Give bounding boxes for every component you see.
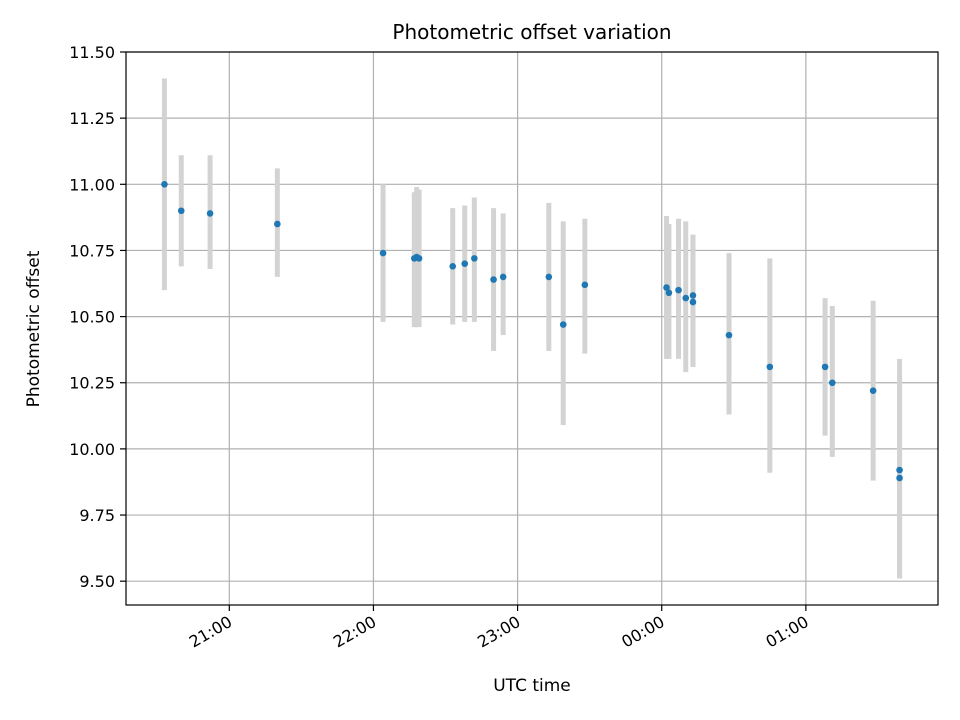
- data-point: [725, 331, 733, 339]
- data-point: [869, 387, 877, 394]
- data-point: [379, 249, 387, 257]
- data-point: [461, 260, 469, 267]
- y-tick-label: 9.75: [79, 506, 115, 525]
- y-axis-ticks: 9.50 9.75 10.00 10.25 10.50 10.75 11.00 11.25 11…: [69, 43, 126, 591]
- data-point: [161, 180, 168, 188]
- data-points: [161, 180, 903, 482]
- data-point: [415, 255, 423, 262]
- data-point: [689, 298, 697, 306]
- data-point: [490, 276, 497, 283]
- data-point: [896, 474, 903, 482]
- data-point: [682, 294, 690, 302]
- data-point: [177, 207, 185, 215]
- data-point: [449, 263, 457, 270]
- data-point: [689, 292, 697, 299]
- data-point: [663, 284, 670, 291]
- y-tick-label: 10.75: [69, 241, 115, 260]
- data-point: [581, 281, 589, 289]
- y-tick-label: 11.00: [69, 175, 115, 194]
- data-point: [828, 379, 836, 387]
- plot-frame: [125, 51, 939, 606]
- data-point: [665, 289, 673, 297]
- y-axis-label: Photometric offset: [24, 250, 44, 407]
- y-tick-label: 10.25: [69, 374, 115, 393]
- chart-title: Photometric offset variation: [392, 20, 671, 44]
- y-tick-label: 9.50: [79, 572, 115, 591]
- y-tick-label: 11.50: [69, 43, 115, 62]
- data-point: [274, 220, 281, 228]
- data-point: [766, 363, 774, 371]
- data-point: [206, 210, 214, 217]
- grid: [126, 51, 938, 605]
- data-point: [499, 273, 507, 281]
- data-point: [545, 273, 553, 281]
- data-point: [896, 466, 903, 474]
- data-point: [471, 255, 478, 262]
- y-tick-label: 10.00: [69, 440, 115, 459]
- data-point: [675, 286, 682, 294]
- data-point: [821, 363, 829, 371]
- y-tick-label: 11.25: [69, 109, 115, 128]
- data-point: [559, 321, 567, 328]
- x-axis-label: UTC time: [493, 676, 571, 696]
- y-tick-label: 10.50: [69, 308, 115, 327]
